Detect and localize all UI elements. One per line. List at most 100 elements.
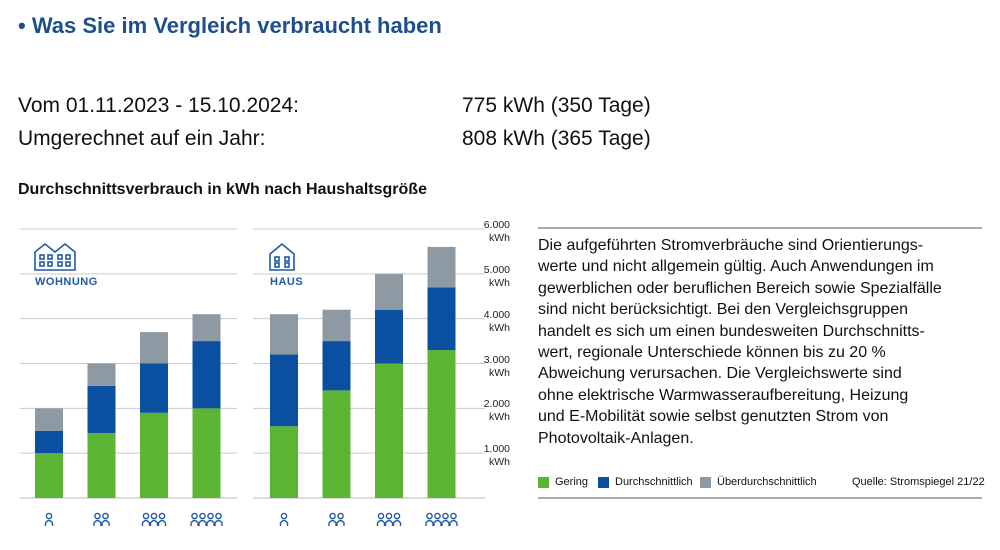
person-head [94, 512, 101, 520]
person-icon [44, 512, 54, 526]
y-tick-label: 6.000 kWh [483, 219, 510, 244]
bar-segment [427, 246, 456, 288]
summary-label: Umgerechnet auf ein Jahr: [18, 127, 266, 150]
y-tick-label: 1.000 kWh [483, 443, 510, 469]
person-body [328, 519, 337, 526]
person-body [433, 519, 442, 526]
summary-label: Vom 01.11.2023 - 15.10.2024: [18, 94, 299, 117]
apartment-icon [34, 242, 76, 271]
person-head [385, 512, 393, 520]
bar-segment [375, 273, 403, 310]
y-tick-label: 2.000 kWh [483, 398, 510, 424]
bar-segment [427, 287, 456, 351]
person-body [44, 519, 54, 526]
person-body [279, 519, 289, 526]
legend-label: Durchschnittlich [615, 476, 693, 488]
bar-segment [375, 309, 403, 364]
bar-segment [270, 314, 298, 355]
bar-segment [270, 426, 298, 498]
person-head [426, 512, 433, 520]
bar-segment [192, 314, 221, 342]
section-heading: • Was Sie im Vergleich verbraucht haben [18, 13, 442, 38]
person-body [198, 519, 207, 526]
person-body [93, 519, 102, 526]
person-head [393, 512, 401, 520]
person-head [215, 512, 222, 520]
person-body [149, 519, 159, 526]
note-line: wert, regionale Unterschiede können bis … [538, 344, 886, 361]
person-body [336, 519, 345, 526]
note-line: gewerblichen oder beruflichen Bereich so… [538, 279, 942, 297]
note-line: ohne elektrische Warmwasseraufbereitung,… [538, 386, 909, 404]
person-head [102, 512, 109, 520]
bar-segment [140, 332, 168, 364]
person-body [214, 519, 223, 526]
legend-swatch [598, 477, 609, 488]
note-line: und E-Mobilität sowie selbst genutzten S… [538, 408, 889, 426]
bar-segment [140, 363, 168, 413]
person-head [207, 512, 214, 520]
person-head [280, 512, 288, 520]
person-body [376, 519, 386, 526]
person-body [190, 519, 199, 526]
legend-swatch [700, 477, 711, 488]
person-head [329, 512, 336, 520]
bar-segment [35, 430, 63, 454]
person-body [441, 519, 450, 526]
source: Quelle: Stromspiegel 21/22 [852, 476, 985, 488]
bar-segment [192, 408, 221, 498]
summary-value: 808 kWh (365 Tage) [462, 127, 651, 150]
panel-label: WOHNUNG [35, 276, 98, 288]
y-tick-label: 3.000 kWh [483, 353, 510, 379]
bar-segment [87, 363, 116, 386]
note-line: werte und nicht allgemein gültig. Auch A… [538, 258, 934, 276]
icons [34, 242, 295, 271]
person-body [384, 519, 394, 526]
legend-label: Überdurchschnittlich [717, 476, 817, 488]
title: Was Sie im Vergleich verbraucht haben [31, 13, 442, 38]
person-body [425, 519, 434, 526]
person-head [199, 512, 206, 520]
person-head [142, 512, 150, 520]
note-line: Die aufgeführten Stromverbräuche sind Or… [538, 237, 924, 254]
note-line: sind nicht berücksichtigt. Bei den Vergl… [538, 301, 908, 319]
person-head [45, 512, 53, 520]
person-head [158, 512, 166, 520]
person-icon [328, 512, 345, 526]
person-body [206, 519, 215, 526]
person-icon [141, 512, 167, 526]
bar-segment [35, 408, 63, 431]
person-head [337, 512, 344, 520]
bar-segment [87, 432, 116, 498]
person-head [442, 512, 449, 520]
person-body [157, 519, 167, 526]
person-body [392, 519, 402, 526]
bar-segment [322, 390, 351, 498]
person-icon [376, 512, 402, 526]
bar-segment [375, 363, 403, 498]
source-text: Quelle: Stromspiegel 21/22 [852, 476, 985, 488]
chart-title: Durchschnittsverbrauch in kWh nach Haush… [18, 181, 427, 198]
bar-segment [322, 341, 351, 391]
person-body [101, 519, 110, 526]
legend-label: Gering [555, 476, 589, 488]
note-line: Photovoltaik-Anlagen. [538, 429, 694, 447]
bar-segment [322, 309, 351, 342]
person-body [449, 519, 458, 526]
note-line: Abweichung verursachen. Die Vergleichswe… [538, 365, 902, 383]
person-head [191, 512, 198, 520]
legend-swatch [538, 477, 549, 488]
y-tick-label: 5.000 kWh [483, 263, 510, 289]
bar-segment [270, 354, 298, 427]
panel-label: HAUS [270, 276, 303, 288]
bar-segment [35, 453, 63, 498]
person-icon [190, 512, 223, 526]
person-body [141, 519, 151, 526]
person-head [377, 512, 385, 520]
house-icon [269, 242, 295, 271]
person-icon [425, 512, 458, 526]
person-head [434, 512, 441, 520]
person-icon [93, 512, 110, 526]
